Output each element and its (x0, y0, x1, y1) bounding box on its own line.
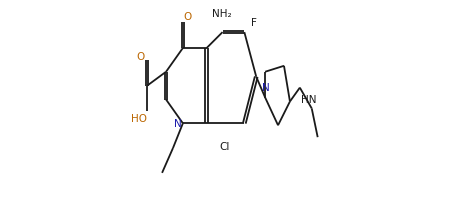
Text: F: F (251, 18, 257, 28)
Text: HN: HN (301, 95, 317, 105)
Text: O: O (184, 12, 192, 22)
Text: Cl: Cl (219, 141, 230, 151)
Text: HO: HO (131, 114, 147, 124)
Text: N: N (174, 119, 182, 129)
Text: N: N (262, 82, 270, 92)
Text: NH₂: NH₂ (212, 9, 232, 19)
Text: O: O (136, 52, 145, 62)
